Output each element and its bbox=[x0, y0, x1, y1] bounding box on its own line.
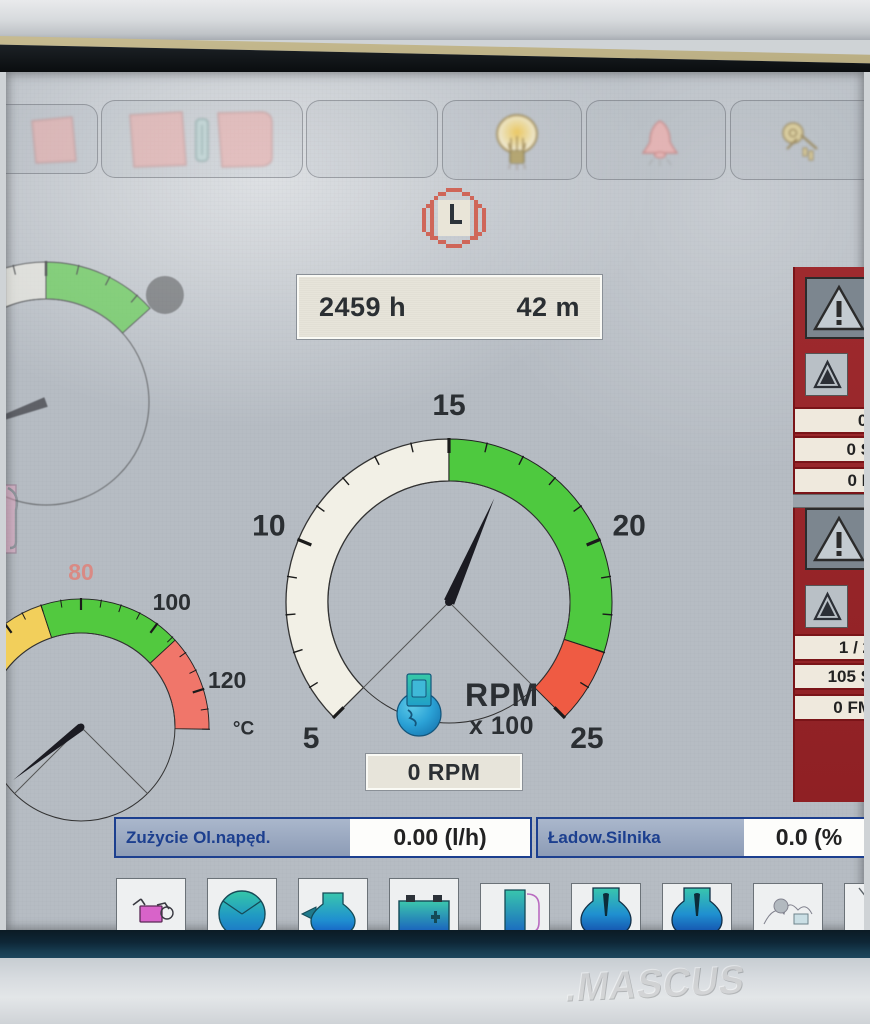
svg-text:15: 15 bbox=[432, 389, 465, 422]
svg-text:5: 5 bbox=[303, 722, 320, 755]
svg-text:25: 25 bbox=[570, 722, 603, 755]
svg-text:20: 20 bbox=[612, 509, 645, 542]
svg-text:10: 10 bbox=[252, 509, 285, 542]
